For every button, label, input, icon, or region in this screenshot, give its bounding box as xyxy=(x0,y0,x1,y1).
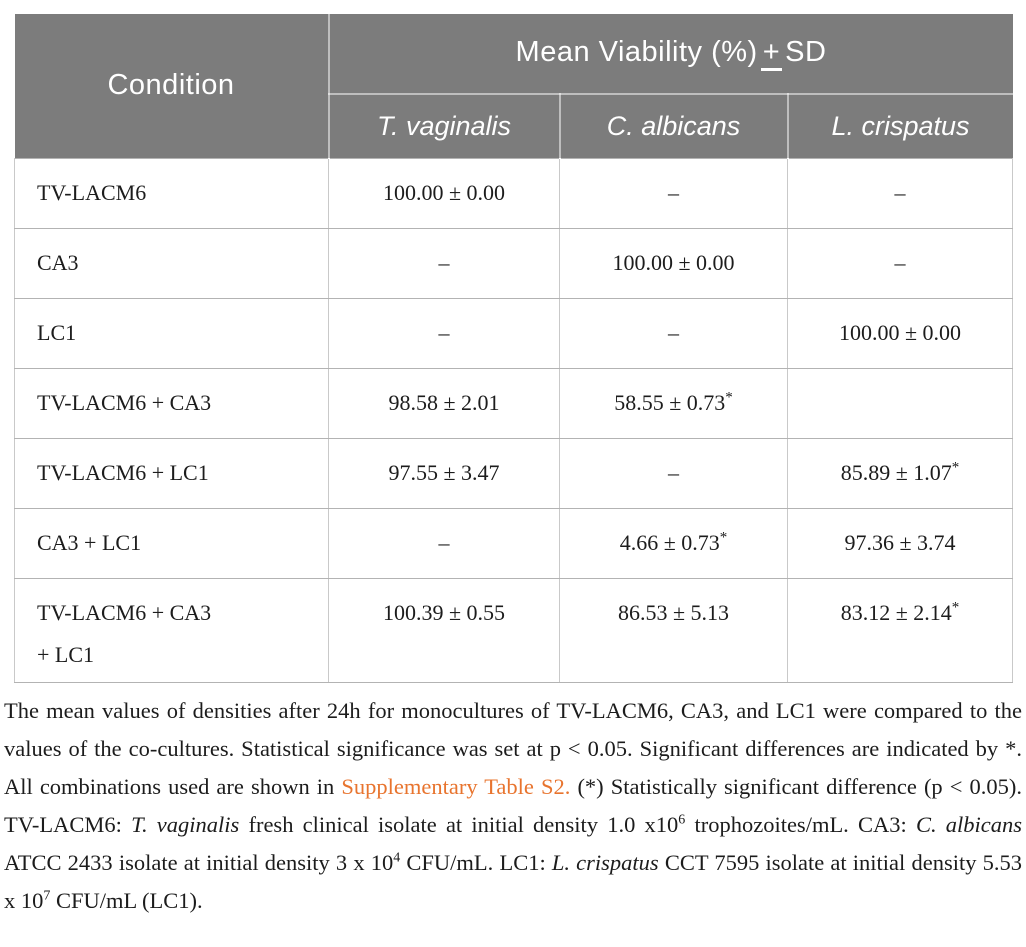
plus-minus-symbol: + xyxy=(760,38,783,71)
footnote-text: CFU/mL. LC1: xyxy=(400,850,552,875)
cell-value: – xyxy=(787,227,1013,299)
cell-value: 100.00 ± 0.00 xyxy=(328,157,560,229)
cell-value: – xyxy=(787,157,1013,229)
table-row: CA3–100.00 ± 0.00– xyxy=(14,227,1013,299)
table-row: TV-LACM6 100.00 ± 0.00– – xyxy=(14,157,1013,229)
significance-star: * xyxy=(951,599,960,616)
cell-value: 85.89 ± 1.07* xyxy=(787,437,1013,509)
supplementary-table-link[interactable]: Supplementary Table S2. xyxy=(341,774,571,799)
footnote-text: 4 xyxy=(393,850,401,866)
cell-condition: CA3 + LC1 xyxy=(14,507,329,579)
footnote-text: ATCC 2433 isolate at initial density 3 x… xyxy=(4,850,394,875)
header-mean-viability: Mean Viability (%) + SD xyxy=(328,14,1013,95)
cell-condition: LC1 xyxy=(14,297,329,369)
header-species-t-vaginalis: T. vaginalis xyxy=(328,94,560,158)
significance-star: * xyxy=(725,389,733,406)
table-row: CA3 + LC1–4.66 ± 0.73* 97.36 ± 3.74 xyxy=(14,507,1013,579)
footnote-text: L. crispatus xyxy=(551,850,659,875)
footnote-text: T. vaginalis xyxy=(131,812,240,837)
cell-value: – xyxy=(328,507,560,579)
cell-value xyxy=(787,367,1013,439)
cell-value: 97.36 ± 3.74 xyxy=(787,507,1013,579)
cell-value: 83.12 ± 2.14* xyxy=(787,577,1013,683)
footnote-text: fresh clinical isolate at initial densit… xyxy=(239,812,679,837)
table-row: TV-LACM6 + CA3 98.58 ± 2.01 58.55 ± 0.73* xyxy=(14,367,1013,439)
cell-value: – xyxy=(328,227,560,299)
sd-label: SD xyxy=(785,36,827,68)
cell-value: – xyxy=(559,297,788,369)
header-species-l-crispatus: L. crispatus xyxy=(787,94,1013,158)
cell-value: 100.39 ± 0.55 xyxy=(328,577,560,683)
cell-value: 86.53 ± 5.13 xyxy=(559,577,788,683)
footnote-text: 7 xyxy=(43,888,51,904)
footnote-text: C. albicans xyxy=(915,812,1022,837)
table-row: LC1– –100.00 ± 0.00 xyxy=(14,297,1013,369)
table-body: TV-LACM6 100.00 ± 0.00– – CA3–100.00 ± 0.00… xyxy=(14,157,1013,683)
footnote-text: (*) Statistically significant difference… xyxy=(4,774,1022,837)
table-header: Condition Mean Viability (%) + SD T. vagin… xyxy=(14,14,1013,158)
cell-value: 100.00 ± 0.00 xyxy=(787,297,1013,369)
cell-value: 58.55 ± 0.73* xyxy=(559,367,788,439)
table-row: TV-LACM6 + CA3 + LC1 100.39 ± 0.55 86.53 ±… xyxy=(14,577,1013,683)
cell-value: 98.58 ± 2.01 xyxy=(328,367,560,439)
cell-value: – xyxy=(559,437,788,509)
viability-table: Condition Mean Viability (%) + SD T. vagin… xyxy=(14,14,1013,683)
cell-value: 97.55 ± 3.47 xyxy=(328,437,560,509)
header-condition: Condition xyxy=(14,14,330,158)
footnote-text: CFU/mL (LC1). xyxy=(50,888,203,913)
cell-value: – xyxy=(328,297,560,369)
cell-condition: TV-LACM6 xyxy=(14,157,329,229)
cell-value: 100.00 ± 0.00 xyxy=(559,227,788,299)
header-species-c-albicans: C. albicans xyxy=(558,94,789,158)
cell-value: 4.66 ± 0.73* xyxy=(559,507,788,579)
cell-condition: TV-LACM6 + CA3 xyxy=(14,367,329,439)
footnote-text: 6 xyxy=(678,812,686,828)
cell-condition: TV-LACM6 + CA3 + LC1 xyxy=(14,577,329,683)
significance-star: * xyxy=(719,529,728,546)
cell-condition: TV-LACM6 + LC1 xyxy=(14,437,329,509)
footnote-text: trophozoites/mL. CA3: xyxy=(685,812,916,837)
footnote-text: CCT 7595 isolate at initial density 5.53… xyxy=(4,850,1022,913)
table-footnote: The mean values of densities after 24h f… xyxy=(4,692,1022,920)
cell-condition: CA3 xyxy=(14,227,329,299)
table-row: TV-LACM6 + LC1 97.55 ± 3.47–85.89 ± 1.07* xyxy=(14,437,1013,509)
cell-value: – xyxy=(559,157,788,229)
mean-viability-label: Mean Viability (%) xyxy=(515,36,758,68)
significance-star: * xyxy=(951,459,960,476)
footnote-text: The mean values of densities after 24h f… xyxy=(4,698,1022,799)
